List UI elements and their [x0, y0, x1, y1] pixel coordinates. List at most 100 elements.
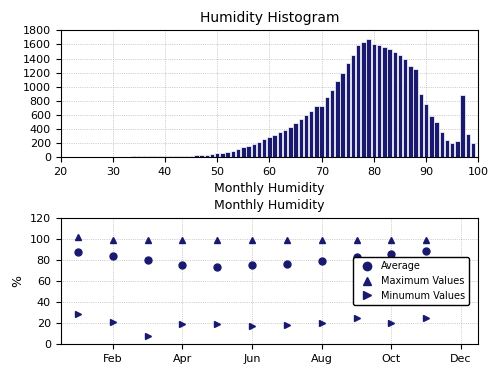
Bar	[158, 156, 162, 157]
Bar	[388, 49, 392, 157]
Minumum Values	[75, 311, 81, 316]
Average	[180, 263, 186, 267]
Bar	[330, 90, 334, 157]
Minumum Values	[318, 321, 324, 326]
Bar	[257, 142, 261, 157]
Average	[423, 249, 429, 254]
Average	[144, 258, 150, 262]
Bar	[460, 95, 465, 157]
Bar	[230, 151, 235, 157]
Line: Minumum Values: Minumum Values	[74, 310, 430, 339]
Maximum Values	[110, 238, 116, 242]
Bar	[445, 140, 450, 157]
Average	[75, 250, 81, 255]
Maximum Values	[318, 238, 324, 242]
Title: Humidity Histogram: Humidity Histogram	[200, 11, 339, 25]
Average	[110, 254, 116, 258]
Average	[354, 255, 360, 259]
Average	[284, 262, 290, 266]
Minumum Values	[354, 316, 360, 320]
Bar	[372, 44, 376, 157]
Bar	[204, 155, 209, 157]
Average	[318, 259, 324, 263]
Bar	[403, 58, 407, 157]
Bar	[168, 156, 172, 157]
Maximum Values	[75, 234, 81, 239]
Bar	[424, 104, 428, 157]
Bar	[173, 156, 178, 157]
Bar	[366, 39, 371, 157]
Bar	[194, 155, 198, 157]
Bar	[210, 154, 214, 157]
Bar	[456, 141, 460, 157]
Bar	[262, 140, 266, 157]
Bar	[440, 132, 444, 157]
Bar	[351, 55, 355, 157]
Title: Monthly Humidity: Monthly Humidity	[214, 200, 324, 212]
Maximum Values	[180, 238, 186, 242]
Minumum Values	[249, 324, 255, 328]
Line: Average: Average	[74, 248, 430, 271]
Bar	[236, 149, 240, 157]
Bar	[450, 143, 454, 157]
Bar	[163, 156, 167, 157]
Bar	[200, 155, 204, 157]
Maximum Values	[354, 238, 360, 242]
Bar	[178, 156, 183, 157]
Bar	[346, 63, 350, 157]
Bar	[278, 132, 282, 157]
Maximum Values	[214, 238, 220, 242]
Average	[214, 265, 220, 270]
Bar	[335, 81, 340, 157]
Bar	[142, 156, 146, 157]
Bar	[471, 143, 476, 157]
Maximum Values	[249, 238, 255, 242]
Bar	[184, 156, 188, 157]
Average	[388, 251, 394, 256]
Minumum Values	[180, 322, 186, 326]
Bar	[418, 94, 423, 157]
Bar	[267, 137, 272, 157]
Bar	[304, 116, 308, 157]
Minumum Values	[423, 316, 429, 320]
Bar	[340, 73, 345, 157]
Bar	[314, 106, 318, 157]
X-axis label: Monthly Humidity: Monthly Humidity	[214, 182, 324, 195]
Bar	[136, 156, 141, 157]
Y-axis label: %: %	[11, 275, 24, 287]
Bar	[382, 47, 386, 157]
Bar	[246, 146, 251, 157]
Minumum Values	[284, 323, 290, 327]
Bar	[272, 135, 277, 157]
Bar	[466, 134, 470, 157]
Maximum Values	[284, 238, 290, 242]
Bar	[434, 123, 439, 157]
Maximum Values	[388, 238, 394, 242]
Bar	[414, 69, 418, 157]
Bar	[288, 127, 292, 157]
Bar	[320, 106, 324, 157]
Bar	[215, 153, 220, 157]
Line: Maximum Values: Maximum Values	[74, 233, 430, 243]
Maximum Values	[423, 238, 429, 242]
Bar	[408, 66, 412, 157]
Bar	[324, 97, 329, 157]
Bar	[294, 123, 298, 157]
Minumum Values	[144, 333, 150, 338]
Legend: Average, Maximum Values, Minumum Values: Average, Maximum Values, Minumum Values	[353, 257, 470, 304]
Minumum Values	[388, 321, 394, 326]
Bar	[252, 144, 256, 157]
Bar	[241, 147, 246, 157]
Bar	[309, 111, 314, 157]
Bar	[283, 129, 288, 157]
Bar	[132, 156, 136, 157]
Bar	[298, 119, 303, 157]
Bar	[147, 156, 152, 157]
Minumum Values	[214, 322, 220, 326]
Minumum Values	[110, 320, 116, 324]
Average	[249, 263, 255, 267]
Bar	[392, 52, 397, 157]
Bar	[152, 156, 157, 157]
Bar	[362, 42, 366, 157]
Bar	[429, 116, 434, 157]
